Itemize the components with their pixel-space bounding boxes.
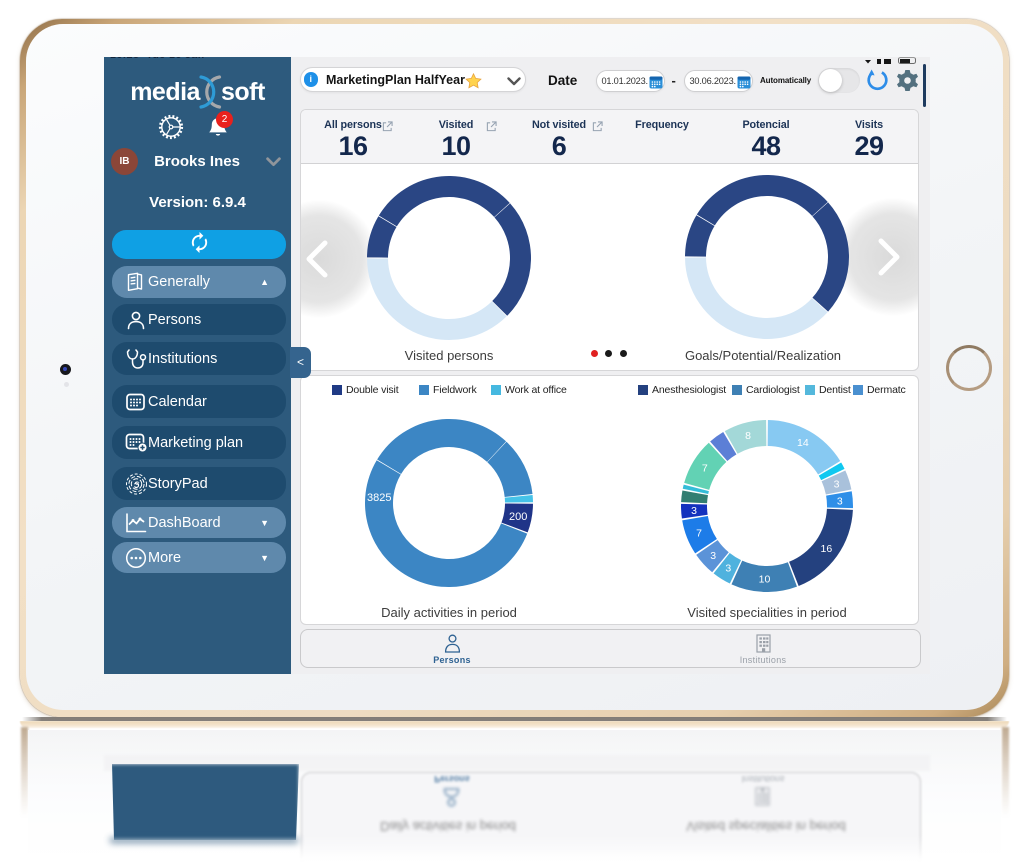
- svg-text:7: 7: [702, 463, 708, 475]
- svg-text:8: 8: [745, 430, 751, 442]
- svg-text:10: 10: [759, 574, 771, 586]
- svg-text:7: 7: [696, 527, 702, 539]
- svg-text:16: 16: [821, 543, 833, 555]
- svg-text:3: 3: [710, 550, 716, 562]
- svg-text:3: 3: [834, 478, 840, 490]
- svg-text:14: 14: [797, 437, 809, 449]
- svg-text:3: 3: [691, 505, 697, 517]
- svg-text:3: 3: [725, 563, 731, 575]
- svg-text:S: S: [134, 480, 140, 489]
- svg-text:3: 3: [837, 495, 843, 507]
